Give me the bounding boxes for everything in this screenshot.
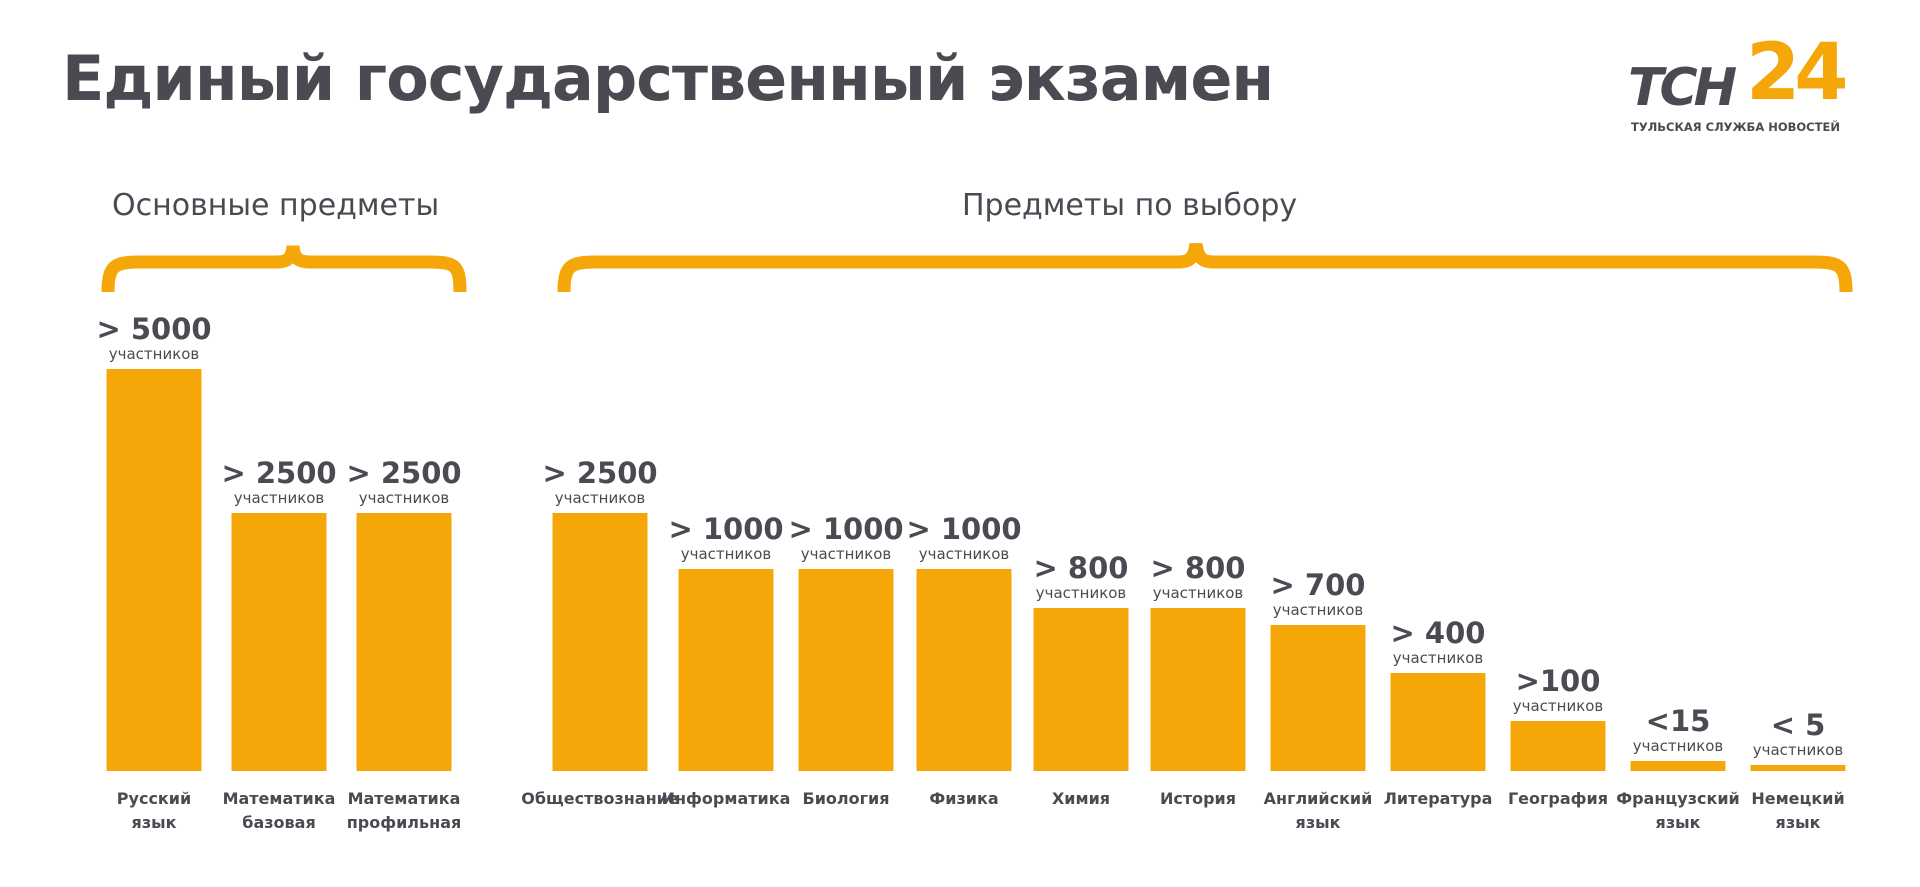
bar (798, 569, 894, 771)
bar (356, 513, 452, 771)
category-label: Информатика (662, 789, 791, 808)
bar-unit-label: участников (1753, 741, 1844, 759)
group-brace-main (101, 245, 467, 293)
bar-unit-label: участников (555, 489, 646, 507)
category-label: Английский (1264, 789, 1373, 808)
category-label: Физика (929, 789, 998, 808)
bar-unit-label: участников (681, 545, 772, 563)
bar (552, 513, 648, 771)
bar (1390, 673, 1486, 771)
category-label: География (1508, 789, 1608, 808)
bar (1150, 608, 1246, 771)
category-label: Немецкий (1751, 789, 1844, 808)
bar-value-label: > 2500 (542, 456, 657, 490)
bar-value-label: > 400 (1391, 616, 1486, 650)
category-label: язык (1296, 813, 1341, 832)
bar (1630, 761, 1726, 771)
bar-value-label: > 1000 (906, 512, 1021, 546)
bar-unit-label: участников (359, 489, 450, 507)
category-label: Математика (348, 789, 461, 808)
bar (678, 569, 774, 771)
category-label: язык (132, 813, 177, 832)
bar (1270, 625, 1366, 771)
category-label: язык (1776, 813, 1821, 832)
group-brace-elective (557, 242, 1853, 293)
bar-unit-label: участников (919, 545, 1010, 563)
category-label: язык (1656, 813, 1701, 832)
category-label: История (1160, 789, 1236, 808)
bar-unit-label: участников (234, 489, 325, 507)
logo-tagline: ТУЛЬСКАЯ СЛУЖБА НОВОСТЕЙ (1631, 120, 1840, 134)
page-title: Единый государственный экзамен (62, 42, 1274, 115)
bar-value-label: >100 (1516, 664, 1601, 698)
category-label: Химия (1052, 789, 1110, 808)
bar-unit-label: участников (1633, 737, 1724, 755)
category-label: Русский (117, 789, 191, 808)
bar-unit-label: участников (801, 545, 892, 563)
bar-unit-label: участников (1513, 697, 1604, 715)
category-label: Биология (803, 789, 890, 808)
bar-unit-label: участников (1153, 584, 1244, 602)
bar-value-label: > 2500 (221, 456, 336, 490)
logo-number: 24 (1746, 28, 1849, 118)
category-label: Литература (1384, 789, 1493, 808)
bar-value-label: > 1000 (668, 512, 783, 546)
category-label: профильная (347, 813, 462, 832)
category-label: Французский (1616, 789, 1740, 808)
logo-wordmark: ТСН (1628, 58, 1737, 118)
tsn24-logo: ТСН 24 ТУЛЬСКАЯ СЛУЖБА НОВОСТЕЙ (1628, 28, 1849, 140)
category-label: базовая (242, 813, 315, 832)
bar (231, 513, 327, 771)
bar (1750, 765, 1846, 771)
bar-unit-label: участников (1393, 649, 1484, 667)
bar-value-label: < 5 (1771, 708, 1826, 742)
bar (106, 369, 202, 771)
bar-value-label: > 1000 (788, 512, 903, 546)
category-label: Математика (223, 789, 336, 808)
bar-value-label: > 700 (1271, 568, 1366, 602)
bar-value-label: > 800 (1034, 551, 1129, 585)
group-label-elective-subjects: Предметы по выбору (962, 188, 1298, 223)
group-label-main-subjects: Основные предметы (112, 188, 440, 223)
bar-value-label: > 5000 (96, 312, 211, 346)
bar-value-label: > 800 (1151, 551, 1246, 585)
bar-unit-label: участников (1036, 584, 1127, 602)
bar (1033, 608, 1129, 771)
bar-value-label: <15 (1646, 704, 1711, 738)
bar (1510, 721, 1606, 771)
bar (916, 569, 1012, 771)
bar-value-label: > 2500 (346, 456, 461, 490)
bar-unit-label: участников (1273, 601, 1364, 619)
category-label: Обществознание (521, 789, 679, 808)
bar-unit-label: участников (109, 345, 200, 363)
